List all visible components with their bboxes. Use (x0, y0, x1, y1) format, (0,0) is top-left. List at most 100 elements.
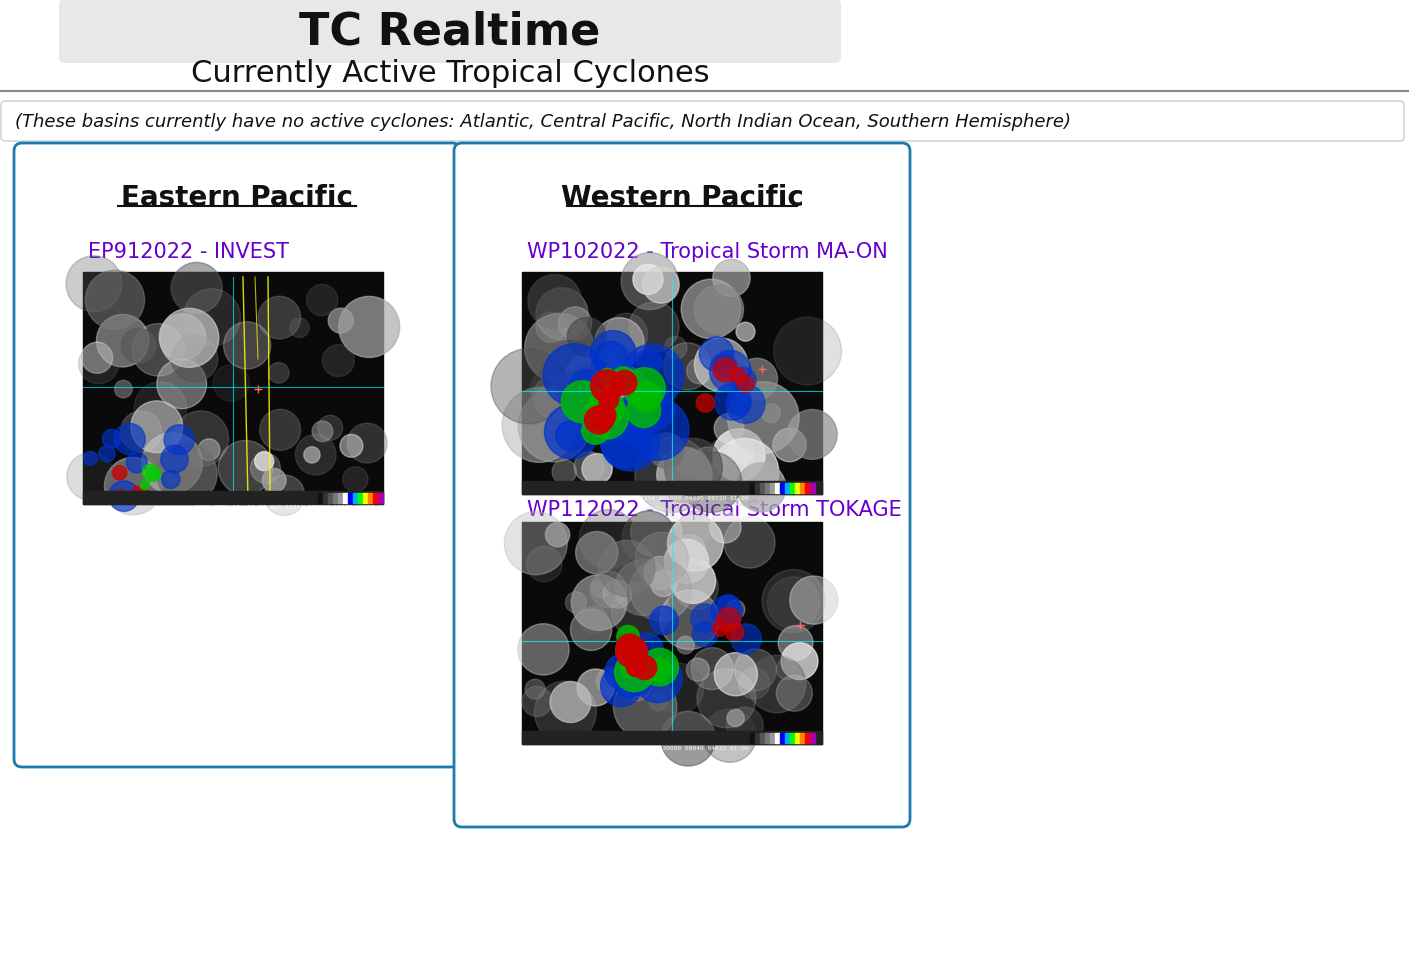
Circle shape (121, 412, 162, 453)
Circle shape (776, 659, 797, 680)
Circle shape (681, 453, 741, 513)
Circle shape (730, 368, 747, 384)
Bar (323, 494, 328, 503)
Circle shape (617, 626, 640, 648)
Circle shape (114, 490, 127, 503)
Text: (These basins currently have no active cyclones: Atlantic, Central Pacific, Nort: (These basins currently have no active c… (15, 112, 1071, 131)
Text: WP112022 - Tropical Storm TOKAGE: WP112022 - Tropical Storm TOKAGE (527, 499, 902, 519)
Bar (785, 733, 790, 743)
Circle shape (720, 609, 741, 629)
Bar (83, 273, 383, 504)
Circle shape (307, 285, 338, 316)
Circle shape (735, 323, 755, 342)
Circle shape (635, 533, 688, 586)
Text: 1001 HIMAWARI-8  13 22 AUG 22234 005000 09330 09729 01:00: 1001 HIMAWARI-8 13 22 AUG 22234 005000 0… (535, 496, 748, 501)
Circle shape (676, 637, 695, 654)
Bar (348, 494, 354, 503)
Bar (521, 522, 821, 744)
Circle shape (558, 308, 592, 340)
Circle shape (734, 649, 776, 691)
Bar (755, 483, 759, 494)
Circle shape (681, 280, 741, 339)
Circle shape (114, 424, 145, 456)
Circle shape (502, 388, 576, 463)
Circle shape (562, 350, 637, 425)
Circle shape (573, 452, 604, 482)
Circle shape (218, 441, 272, 496)
Circle shape (637, 350, 662, 375)
Circle shape (762, 404, 781, 423)
Circle shape (650, 606, 678, 635)
Bar (354, 494, 358, 503)
Circle shape (671, 559, 716, 604)
Circle shape (600, 405, 617, 421)
Bar (795, 483, 800, 494)
Circle shape (606, 401, 633, 428)
Circle shape (590, 572, 627, 608)
Bar (781, 483, 785, 494)
Circle shape (224, 322, 271, 370)
Circle shape (599, 540, 655, 597)
Circle shape (66, 453, 114, 501)
Circle shape (82, 343, 113, 374)
Circle shape (624, 368, 665, 410)
Circle shape (103, 430, 121, 449)
Circle shape (127, 453, 147, 474)
Circle shape (342, 467, 368, 493)
Circle shape (121, 329, 156, 363)
Circle shape (586, 397, 628, 439)
Circle shape (713, 430, 765, 481)
Circle shape (659, 590, 720, 650)
Circle shape (726, 623, 744, 641)
Text: WP102022 - Tropical Storm MA-ON: WP102022 - Tropical Storm MA-ON (527, 242, 888, 262)
Bar (328, 494, 333, 503)
Circle shape (535, 313, 566, 343)
Circle shape (528, 275, 582, 329)
Circle shape (633, 265, 664, 295)
Bar (800, 483, 805, 494)
Circle shape (633, 658, 659, 683)
Circle shape (530, 368, 576, 415)
Circle shape (626, 645, 647, 666)
Circle shape (66, 256, 123, 313)
Circle shape (690, 604, 719, 633)
Circle shape (713, 358, 737, 382)
Circle shape (613, 396, 652, 435)
Circle shape (695, 286, 744, 335)
Circle shape (323, 345, 354, 377)
Circle shape (593, 342, 628, 377)
Bar (373, 494, 378, 503)
Circle shape (614, 653, 654, 692)
Circle shape (600, 413, 659, 472)
Circle shape (593, 404, 616, 427)
Circle shape (686, 659, 709, 681)
Circle shape (713, 621, 727, 637)
Circle shape (643, 267, 679, 304)
Circle shape (199, 439, 220, 461)
FancyBboxPatch shape (454, 144, 910, 827)
Bar (755, 733, 759, 743)
Circle shape (699, 337, 734, 372)
Circle shape (627, 652, 652, 677)
Bar (750, 483, 755, 494)
Circle shape (576, 532, 619, 575)
Circle shape (617, 677, 640, 699)
Circle shape (527, 547, 562, 582)
Circle shape (173, 412, 228, 467)
Circle shape (142, 434, 203, 494)
Circle shape (737, 376, 754, 394)
Circle shape (713, 260, 750, 297)
Circle shape (692, 648, 733, 690)
Bar (769, 733, 775, 743)
Circle shape (604, 654, 641, 690)
Circle shape (504, 512, 568, 576)
Circle shape (676, 450, 704, 477)
Circle shape (569, 370, 602, 403)
Circle shape (592, 409, 614, 431)
Circle shape (707, 437, 748, 477)
Circle shape (338, 297, 400, 358)
Circle shape (621, 253, 678, 311)
Circle shape (265, 476, 304, 517)
Circle shape (156, 444, 217, 504)
Bar (775, 483, 781, 494)
